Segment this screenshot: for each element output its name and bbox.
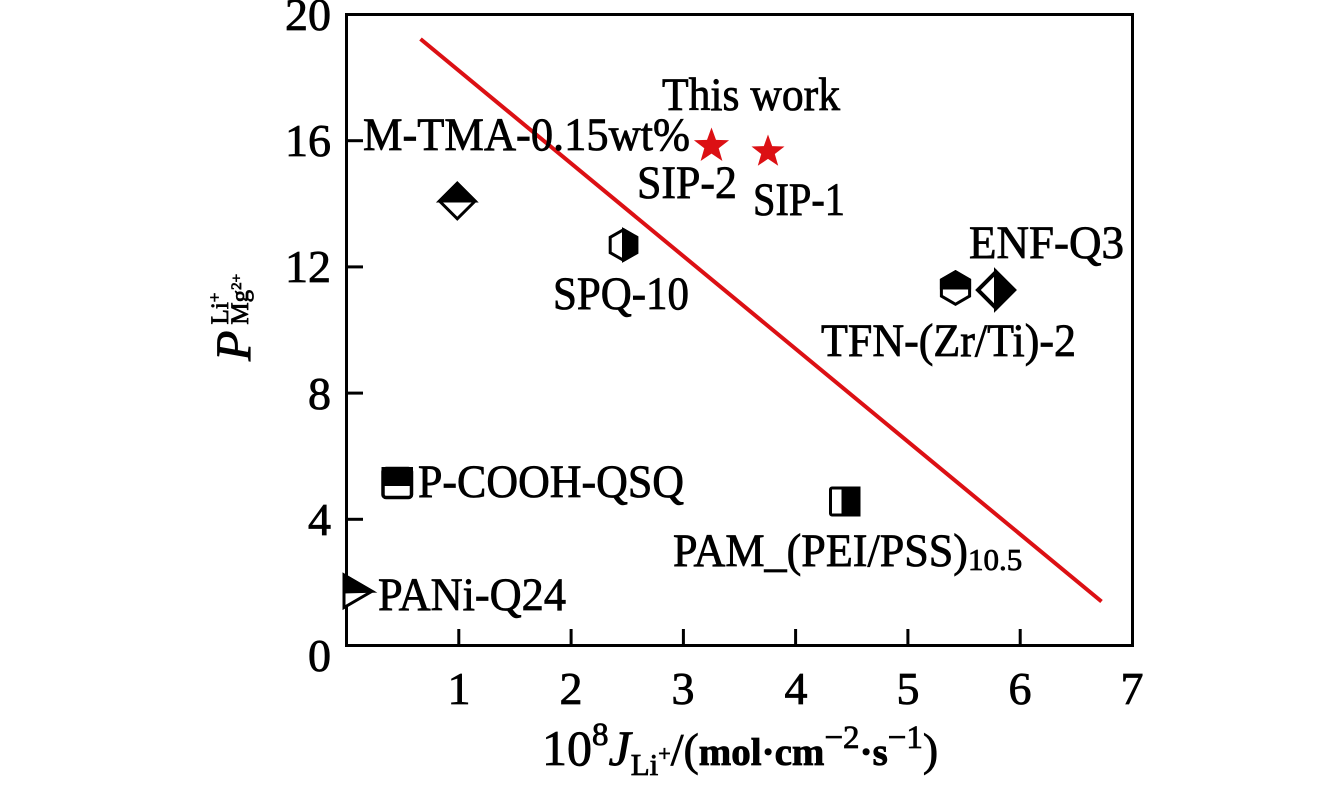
- svg-text:3: 3: [672, 663, 695, 714]
- svg-text:SIP-1: SIP-1: [753, 174, 845, 226]
- svg-text:108JLi+/(mol·cm−2·s−1): 108JLi+/(mol·cm−2·s−1): [542, 717, 938, 782]
- svg-text:PLi+Mg2+: PLi+ Mg2+: [205, 274, 261, 362]
- svg-text:4: 4: [308, 494, 331, 545]
- svg-text:PANi-Q24: PANi-Q24: [378, 569, 566, 621]
- svg-text:P-COOH-QSQ: P-COOH-QSQ: [418, 456, 684, 508]
- svg-text:16: 16: [285, 115, 331, 166]
- svg-text:8: 8: [308, 368, 331, 419]
- svg-text:5: 5: [897, 663, 920, 714]
- svg-text:0: 0: [308, 630, 331, 681]
- svg-text:This work: This work: [662, 69, 840, 121]
- svg-text:2: 2: [560, 663, 583, 714]
- svg-text:ENF-Q3: ENF-Q3: [969, 217, 1124, 269]
- svg-text:4: 4: [785, 663, 808, 714]
- svg-text:PAM_(PEI/PSS)10.5: PAM_(PEI/PSS)10.5: [673, 525, 1022, 577]
- svg-text:SIP-2: SIP-2: [637, 157, 737, 209]
- svg-text:20: 20: [285, 0, 331, 40]
- svg-text:M-TMA-0.15wt%: M-TMA-0.15wt%: [363, 109, 690, 161]
- svg-text:6: 6: [1009, 663, 1032, 714]
- svg-text:12: 12: [285, 241, 331, 292]
- svg-text:SPQ-10: SPQ-10: [553, 268, 689, 320]
- svg-text:7: 7: [1121, 663, 1144, 714]
- svg-text:TFN-(Zr/Ti)-2: TFN-(Zr/Ti)-2: [821, 315, 1076, 367]
- svg-text:1: 1: [448, 663, 471, 714]
